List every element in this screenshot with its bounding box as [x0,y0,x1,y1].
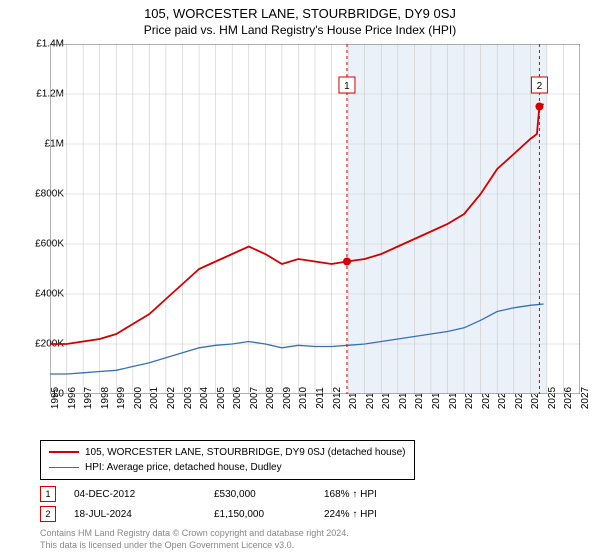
sale-marker: 2 [40,506,56,522]
legend-label: HPI: Average price, detached house, Dudl… [85,462,282,473]
footer-line1: Contains HM Land Registry data © Crown c… [40,528,349,540]
sale-marker: 1 [40,486,56,502]
legend-item: HPI: Average price, detached house, Dudl… [49,460,406,475]
legend: 105, WORCESTER LANE, STOURBRIDGE, DY9 0S… [40,440,415,480]
legend-swatch [49,467,79,468]
sale-date: 04-DEC-2012 [74,489,214,500]
legend-item: 105, WORCESTER LANE, STOURBRIDGE, DY9 0S… [49,445,406,460]
sale-price: £1,150,000 [214,509,324,520]
footer-line2: This data is licensed under the Open Gov… [40,540,349,552]
chart-title: 105, WORCESTER LANE, STOURBRIDGE, DY9 0S… [0,0,600,21]
sale-hpi: 168% ↑ HPI [324,489,424,500]
sale-price: £530,000 [214,489,324,500]
legend-label: 105, WORCESTER LANE, STOURBRIDGE, DY9 0S… [85,447,406,458]
sale-date: 18-JUL-2024 [74,509,214,520]
svg-text:1: 1 [344,81,350,92]
sale-row: 1 04-DEC-2012£530,000168% ↑ HPI [40,484,424,504]
x-tick-label: 2027 [580,387,591,409]
chart-plot: 12 [50,44,580,394]
sale-row: 2 18-JUL-2024£1,150,000224% ↑ HPI [40,504,424,524]
sale-hpi: 224% ↑ HPI [324,509,424,520]
sales-table: 1 04-DEC-2012£530,000168% ↑ HPI 2 18-JUL-20… [40,484,424,524]
chart-subtitle: Price paid vs. HM Land Registry's House … [0,21,600,41]
chart-container: 105, WORCESTER LANE, STOURBRIDGE, DY9 0S… [0,0,600,560]
footer-attribution: Contains HM Land Registry data © Crown c… [40,528,349,551]
svg-text:2: 2 [537,81,543,92]
legend-swatch [49,451,79,453]
